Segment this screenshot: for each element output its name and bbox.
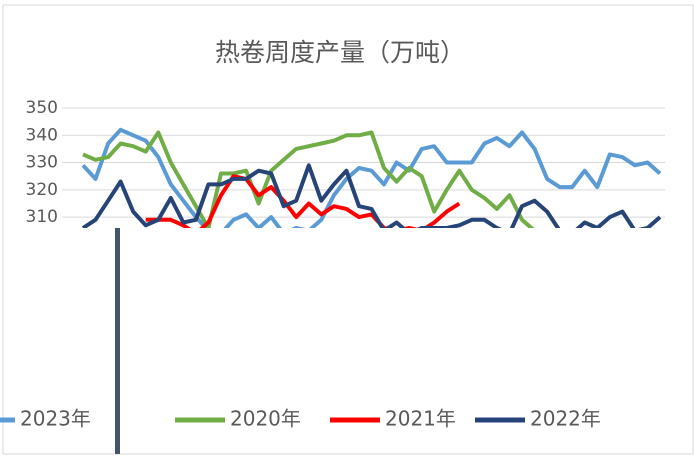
y-tick-label: 310 — [26, 207, 58, 227]
series-line — [81, 163, 662, 228]
legend-label: 2020年 — [230, 407, 301, 431]
y-tick-label: 350 — [26, 98, 58, 118]
y-tick-label: 340 — [26, 125, 58, 145]
legend-label: 2021年 — [385, 407, 456, 431]
divider — [115, 228, 120, 454]
series-line — [145, 174, 461, 228]
chart-frame — [2, 4, 694, 455]
y-tick-label: 320 — [26, 180, 58, 200]
legend-label: 2023年 — [20, 407, 91, 431]
series-line — [82, 130, 535, 228]
chart-title: 热卷周度产量（万吨） — [215, 38, 465, 67]
series-line — [81, 127, 662, 228]
y-tick-label: 330 — [26, 153, 58, 173]
plot-area — [62, 107, 665, 228]
legend-label: 2022年 — [530, 407, 601, 431]
